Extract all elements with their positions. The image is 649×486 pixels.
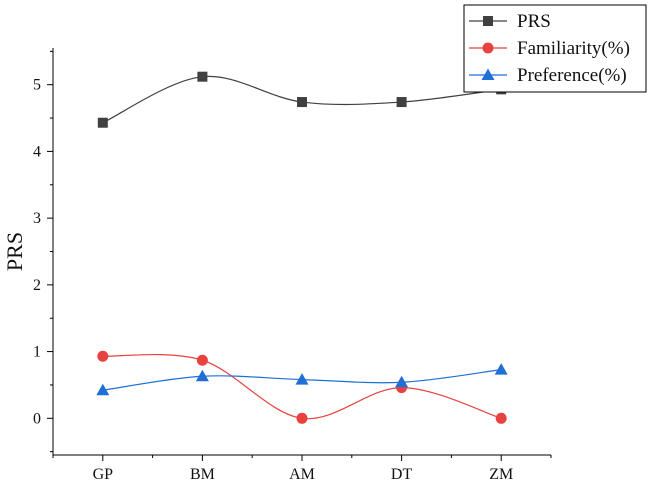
series-familiarity [97, 350, 507, 424]
series-preference [96, 363, 508, 396]
data-point-preference [494, 363, 508, 375]
legend-marker [483, 16, 493, 26]
x-tick-label: GP [93, 466, 114, 483]
x-tick-label: ZM [489, 466, 513, 483]
data-point-preference [195, 369, 209, 382]
y-axis-title: PRS [2, 232, 27, 271]
series-layer [96, 71, 508, 424]
y-tick-label: 4 [33, 143, 41, 160]
series-prs [97, 71, 507, 128]
data-point-preference [395, 375, 409, 388]
data-point-familiarity [296, 412, 308, 424]
legend-marker [482, 42, 494, 54]
data-point-familiarity [495, 412, 507, 424]
series-line-familiarity [102, 353, 502, 420]
x-tick-label: BM [190, 466, 215, 483]
y-tick-label: 1 [33, 344, 41, 361]
data-point-preference [295, 373, 309, 385]
data-point-familiarity [196, 354, 208, 366]
y-tick-label: 5 [33, 77, 41, 94]
x-tick-label: DT [391, 466, 413, 483]
data-point-preference [96, 383, 110, 396]
x-tick-label: AM [289, 466, 315, 483]
data-point-prs [197, 71, 208, 82]
data-point-familiarity [97, 350, 109, 362]
legend-label: Preference(%) [517, 65, 627, 86]
data-point-prs [97, 117, 108, 128]
legend-label: PRS [517, 11, 551, 32]
legend-marker [481, 68, 495, 80]
y-tick-label: 2 [33, 277, 41, 294]
legend: PRS Familiarity(%) Preference(%) [463, 4, 647, 93]
y-ticks: 0 1 2 3 4 5 [33, 50, 53, 453]
legend-label: Familiarity(%) [517, 38, 630, 59]
x-ticks: GP BM AM DT ZM [52, 455, 552, 483]
data-point-prs [297, 97, 307, 108]
y-tick-label: 0 [33, 410, 41, 427]
y-tick-label: 3 [33, 210, 41, 227]
data-point-prs [396, 97, 407, 108]
